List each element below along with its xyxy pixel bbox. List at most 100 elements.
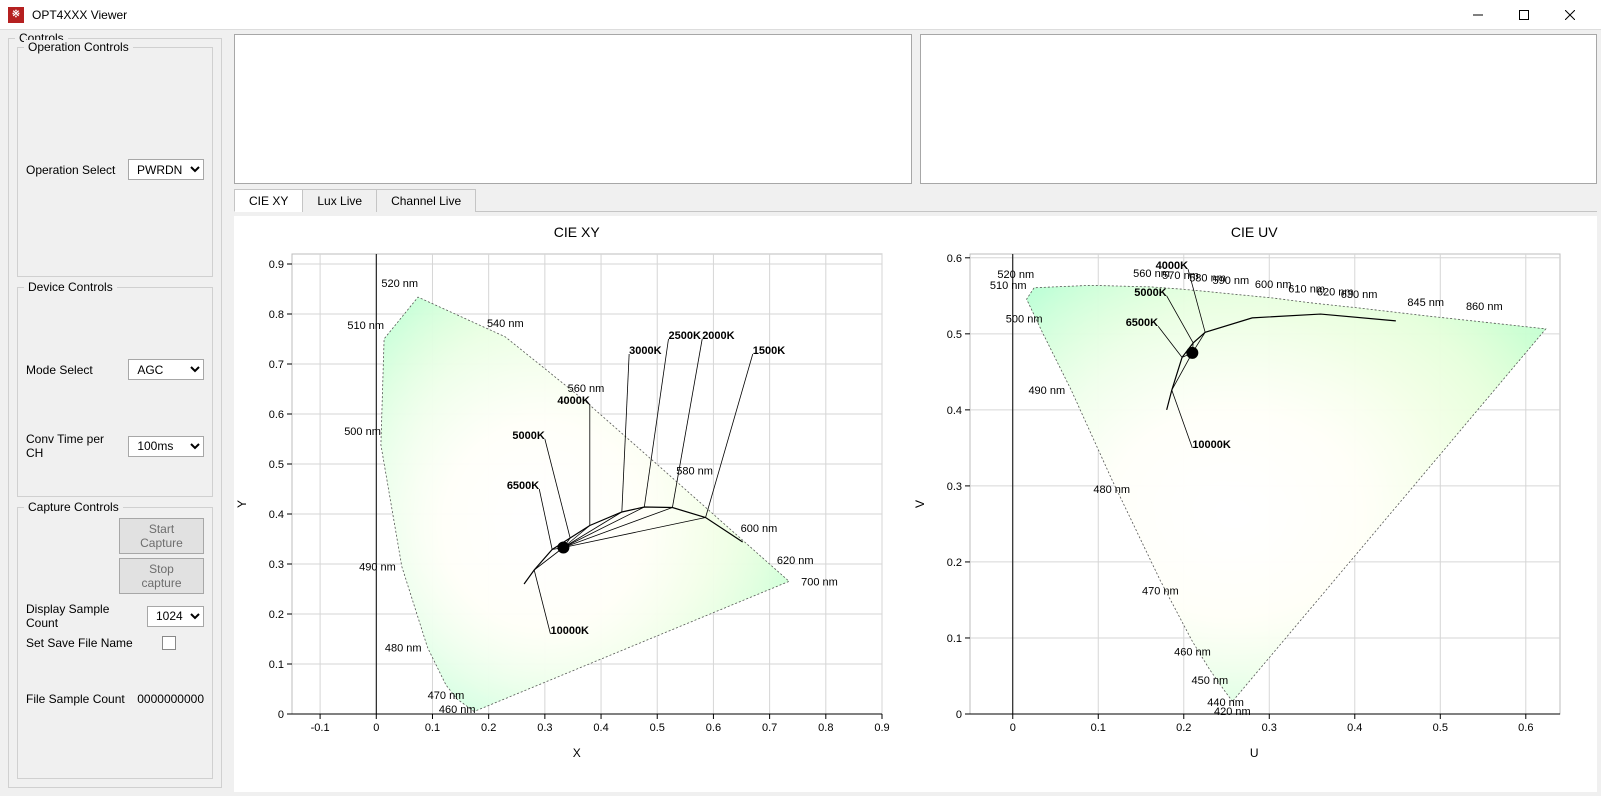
svg-text:450 nm: 450 nm [1191,675,1228,687]
svg-text:0.5: 0.5 [946,329,961,341]
window-title: OPT4XXX Viewer [32,8,1455,22]
svg-text:500 nm: 500 nm [1005,314,1042,326]
svg-text:0.2: 0.2 [946,557,961,569]
svg-text:0.5: 0.5 [269,459,284,471]
svg-text:0: 0 [1009,722,1015,734]
svg-text:6500K: 6500K [507,480,539,492]
svg-text:0.5: 0.5 [650,722,665,734]
tabbar: CIE XY Lux Live Channel Live [234,188,1597,212]
conv-time-select[interactable]: 100ms [128,436,204,457]
file-sample-count-label: File Sample Count [26,692,131,706]
svg-text:0.6: 0.6 [269,409,284,421]
svg-text:4000K: 4000K [557,395,589,407]
set-save-file-checkbox[interactable] [162,636,176,650]
tab-lux-live[interactable]: Lux Live [302,189,377,212]
svg-text:560 nm: 560 nm [568,383,605,395]
svg-text:0.9: 0.9 [874,722,889,734]
svg-text:2000K: 2000K [702,330,734,342]
svg-text:500 nm: 500 nm [344,426,381,438]
operation-legend: Operation Controls [24,40,133,54]
cie-uv-plot: CIE UV V 00.10.20.30.40.50.600.10.20.30.… [920,224,1590,784]
svg-text:0.2: 0.2 [269,609,284,621]
svg-text:0: 0 [373,722,379,734]
cie-xy-plot: CIE XY Y -0.100.10.20.30.40.50.60.70.80.… [242,224,912,784]
titlebar: ※ OPT4XXX Viewer [0,0,1601,30]
display-sample-select[interactable]: 1024 [147,606,204,627]
start-capture-button[interactable]: Start Capture [119,518,204,554]
operation-select-label: Operation Select [26,163,122,177]
svg-text:4000K: 4000K [1155,260,1187,272]
maximize-button[interactable] [1501,0,1547,30]
svg-text:460 nm: 460 nm [1174,647,1211,659]
svg-text:0.5: 0.5 [1432,722,1447,734]
svg-text:0.3: 0.3 [1261,722,1276,734]
operation-select[interactable]: PWRDN [128,159,204,180]
svg-text:0.8: 0.8 [818,722,833,734]
svg-text:0.1: 0.1 [425,722,440,734]
svg-text:0.3: 0.3 [946,481,961,493]
svg-text:0.2: 0.2 [481,722,496,734]
svg-text:0.1: 0.1 [269,659,284,671]
tab-cie-xy[interactable]: CIE XY [234,189,303,212]
svg-text:3000K: 3000K [629,345,661,357]
svg-text:0.3: 0.3 [269,559,284,571]
svg-text:10000K: 10000K [1192,439,1231,451]
cie-xy-ylabel: Y [235,500,249,508]
svg-text:540 nm: 540 nm [487,318,524,330]
operation-controls-group: Operation Controls Operation Select PWRD… [17,47,213,277]
device-controls-group: Device Controls Mode Select AGC Conv Tim… [17,287,213,497]
svg-text:620 nm: 620 nm [777,555,814,567]
svg-text:0.1: 0.1 [1090,722,1105,734]
svg-text:0.4: 0.4 [946,405,961,417]
svg-text:0.1: 0.1 [946,633,961,645]
svg-text:460 nm: 460 nm [439,704,476,716]
device-legend: Device Controls [24,280,117,294]
svg-text:5000K: 5000K [1134,287,1166,299]
svg-text:520 nm: 520 nm [381,278,418,290]
controls-group: Controls Operation Controls Operation Se… [8,38,222,788]
svg-text:510 nm: 510 nm [989,280,1026,292]
svg-text:600 nm: 600 nm [741,523,778,535]
svg-text:-0.1: -0.1 [311,722,330,734]
svg-text:440 nm: 440 nm [1207,697,1244,709]
svg-text:0.4: 0.4 [1347,722,1362,734]
svg-text:480 nm: 480 nm [1093,484,1130,496]
svg-text:0.7: 0.7 [762,722,777,734]
close-button[interactable] [1547,0,1593,30]
top-panel-right [920,34,1598,184]
svg-text:0.6: 0.6 [706,722,721,734]
svg-text:510 nm: 510 nm [347,320,384,332]
display-sample-label: Display Sample Count [26,602,141,630]
svg-text:1500K: 1500K [753,345,785,357]
svg-text:600 nm: 600 nm [1254,279,1291,291]
svg-text:0: 0 [955,709,961,721]
svg-text:0: 0 [278,709,284,721]
svg-text:0.9: 0.9 [269,259,284,271]
stop-capture-button[interactable]: Stop capture [119,558,204,594]
app-icon: ※ [8,7,24,23]
svg-text:590 nm: 590 nm [1212,275,1249,287]
svg-text:580 nm: 580 nm [676,466,713,478]
cie-uv-xlabel: U [920,746,1590,760]
top-panel-left [234,34,912,184]
svg-text:0.4: 0.4 [593,722,608,734]
mode-select[interactable]: AGC [128,359,204,380]
svg-text:860 nm: 860 nm [1465,301,1502,313]
svg-text:845 nm: 845 nm [1407,297,1444,309]
svg-text:700 nm: 700 nm [801,576,838,588]
conv-time-label: Conv Time per CH [26,432,122,460]
svg-text:480 nm: 480 nm [385,643,422,655]
svg-text:0.3: 0.3 [537,722,552,734]
cie-xy-title: CIE XY [242,224,912,240]
svg-text:0.4: 0.4 [269,509,284,521]
svg-text:520 nm: 520 nm [997,269,1034,281]
svg-text:0.7: 0.7 [269,359,284,371]
capture-controls-group: Capture Controls Start Capture Stop capt… [17,507,213,779]
tab-channel-live[interactable]: Channel Live [376,189,476,212]
svg-text:2500K: 2500K [668,330,700,342]
svg-text:490 nm: 490 nm [359,562,396,574]
cie-uv-ylabel: V [913,500,927,508]
minimize-button[interactable] [1455,0,1501,30]
svg-text:470 nm: 470 nm [428,690,465,702]
cie-uv-title: CIE UV [920,224,1590,240]
